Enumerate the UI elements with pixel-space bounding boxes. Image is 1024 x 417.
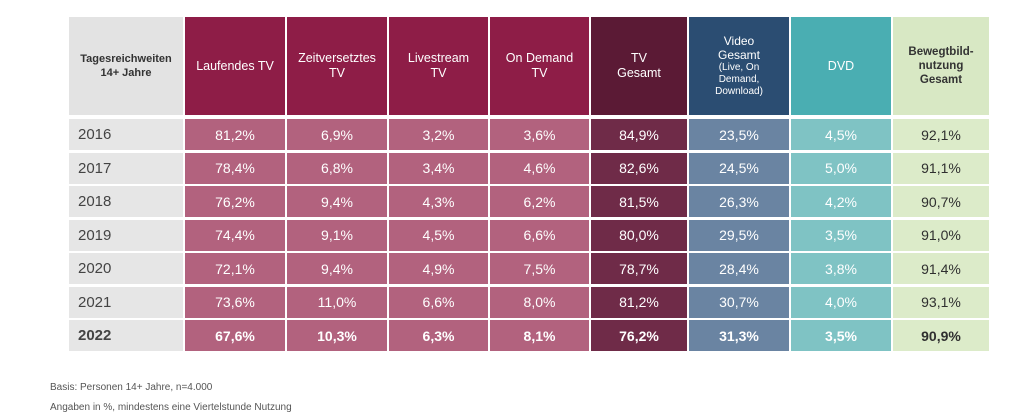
cell-livestream-tv: 6,3% bbox=[389, 320, 488, 351]
column-header-line: Gesamt bbox=[617, 66, 661, 80]
cell-zeitversetztes-tv: 9,1% bbox=[287, 219, 387, 251]
cell-laufendes-tv: 67,6% bbox=[185, 320, 285, 351]
cell-on-demand-tv: 6,2% bbox=[490, 186, 589, 217]
column-header-line: nutzung bbox=[918, 60, 964, 72]
column-header-livestream-tv: Livestream TV bbox=[389, 17, 488, 115]
column-header-line: Livestream bbox=[407, 51, 470, 65]
cell-laufendes-tv: 73,6% bbox=[185, 286, 285, 318]
cell-on-demand-tv: 7,5% bbox=[490, 253, 589, 284]
cell-livestream-tv: 4,3% bbox=[389, 186, 488, 217]
cell-video-gesamt: 29,5% bbox=[689, 219, 789, 251]
cell-dvd: 3,5% bbox=[791, 219, 891, 251]
row-year-label: 2020 bbox=[69, 253, 183, 284]
cell-on-demand-tv: 8,0% bbox=[490, 286, 589, 318]
cell-livestream-tv: 4,5% bbox=[389, 219, 488, 251]
cell-laufendes-tv: 78,4% bbox=[185, 152, 285, 184]
column-header-line: Laufendes TV bbox=[196, 58, 274, 73]
cell-tv-gesamt: 78,7% bbox=[591, 253, 687, 284]
cell-livestream-tv: 3,4% bbox=[389, 152, 488, 184]
row-year-label: 2019 bbox=[69, 219, 183, 251]
cell-video-gesamt: 23,5% bbox=[689, 119, 789, 150]
cell-on-demand-tv: 3,6% bbox=[490, 119, 589, 150]
row-year-label: 2022 bbox=[69, 320, 183, 351]
cell-bewegtbild-gesamt: 90,7% bbox=[893, 186, 989, 217]
cell-video-gesamt: 26,3% bbox=[689, 186, 789, 217]
row-year-label: 2016 bbox=[69, 119, 183, 150]
cell-zeitversetztes-tv: 9,4% bbox=[287, 186, 387, 217]
cell-bewegtbild-gesamt: 91,4% bbox=[893, 253, 989, 284]
column-header-laufendes-tv: Laufendes TV bbox=[185, 17, 285, 115]
cell-zeitversetztes-tv: 6,8% bbox=[287, 152, 387, 184]
column-header-subline: Download) bbox=[715, 86, 763, 97]
cell-video-gesamt: 28,4% bbox=[689, 253, 789, 284]
cell-tv-gesamt: 81,5% bbox=[591, 186, 687, 217]
cell-livestream-tv: 4,9% bbox=[389, 253, 488, 284]
cell-video-gesamt: 31,3% bbox=[689, 320, 789, 351]
column-header-zeitversetztes-tv: Zeitversetztes TV bbox=[287, 17, 387, 115]
column-header-video-gesamt: Video Gesamt (Live, On Demand, Download) bbox=[689, 17, 789, 115]
cell-laufendes-tv: 72,1% bbox=[185, 253, 285, 284]
column-header-line: TV bbox=[329, 66, 345, 80]
cell-tv-gesamt: 76,2% bbox=[591, 320, 687, 351]
cell-laufendes-tv: 74,4% bbox=[185, 219, 285, 251]
column-header-line: Gesamt bbox=[717, 48, 760, 62]
column-header-bewegtbild-gesamt: Bewegtbild-nutzung Gesamt bbox=[893, 17, 989, 115]
cell-dvd: 4,0% bbox=[791, 286, 891, 318]
column-header-line: Tagesreichweiten bbox=[80, 53, 172, 65]
column-header-line: On Demand bbox=[505, 51, 574, 65]
cell-zeitversetztes-tv: 6,9% bbox=[287, 119, 387, 150]
cell-tv-gesamt: 81,2% bbox=[591, 286, 687, 318]
cell-bewegtbild-gesamt: 92,1% bbox=[893, 119, 989, 150]
row-year-label: 2018 bbox=[69, 186, 183, 217]
column-header-label: Tagesreichweiten 14+ Jahre bbox=[69, 17, 183, 115]
cell-zeitversetztes-tv: 9,4% bbox=[287, 253, 387, 284]
cell-zeitversetztes-tv: 11,0% bbox=[287, 286, 387, 318]
cell-dvd: 3,5% bbox=[791, 320, 891, 351]
column-header-line: TV bbox=[531, 66, 548, 80]
column-header-line: 14+ Jahre bbox=[100, 67, 152, 79]
cell-zeitversetztes-tv: 10,3% bbox=[287, 320, 387, 351]
footnote-angaben: Angaben in %, mindestens eine Viertelstu… bbox=[50, 402, 292, 413]
row-year-label: 2021 bbox=[69, 286, 183, 318]
cell-dvd: 4,2% bbox=[791, 186, 891, 217]
cell-dvd: 5,0% bbox=[791, 152, 891, 184]
column-header-subline: Demand, bbox=[718, 74, 760, 85]
cell-bewegtbild-gesamt: 93,1% bbox=[893, 286, 989, 318]
column-header-line: Bewegtbild- bbox=[908, 46, 974, 58]
cell-livestream-tv: 6,6% bbox=[389, 286, 488, 318]
column-header-line: Video bbox=[723, 34, 755, 48]
cell-laufendes-tv: 81,2% bbox=[185, 119, 285, 150]
row-year-label: 2017 bbox=[69, 152, 183, 184]
cell-bewegtbild-gesamt: 91,1% bbox=[893, 152, 989, 184]
cell-on-demand-tv: 4,6% bbox=[490, 152, 589, 184]
cell-bewegtbild-gesamt: 91,0% bbox=[893, 219, 989, 251]
column-header-line: Gesamt bbox=[919, 74, 963, 86]
column-header-line: TV bbox=[430, 66, 447, 80]
cell-bewegtbild-gesamt: 90,9% bbox=[893, 320, 989, 351]
cell-tv-gesamt: 82,6% bbox=[591, 152, 687, 184]
cell-dvd: 3,8% bbox=[791, 253, 891, 284]
footnote-basis: Basis: Personen 14+ Jahre, n=4.000 bbox=[50, 382, 213, 393]
cell-tv-gesamt: 80,0% bbox=[591, 219, 687, 251]
cell-livestream-tv: 3,2% bbox=[389, 119, 488, 150]
column-header-on-demand-tv: On Demand TV bbox=[490, 17, 589, 115]
column-header-subline: (Live, On bbox=[718, 62, 760, 73]
cell-on-demand-tv: 6,6% bbox=[490, 219, 589, 251]
cell-laufendes-tv: 76,2% bbox=[185, 186, 285, 217]
column-header-line: DVD bbox=[827, 58, 855, 73]
column-header-dvd: DVD bbox=[791, 17, 891, 115]
column-header-tv-gesamt: TV Gesamt bbox=[591, 17, 687, 115]
cell-video-gesamt: 30,7% bbox=[689, 286, 789, 318]
cell-dvd: 4,5% bbox=[791, 119, 891, 150]
cell-video-gesamt: 24,5% bbox=[689, 152, 789, 184]
cell-on-demand-tv: 8,1% bbox=[490, 320, 589, 351]
column-header-line: Zeitversetztes bbox=[298, 51, 376, 65]
column-header-line: TV bbox=[631, 51, 647, 65]
cell-tv-gesamt: 84,9% bbox=[591, 119, 687, 150]
